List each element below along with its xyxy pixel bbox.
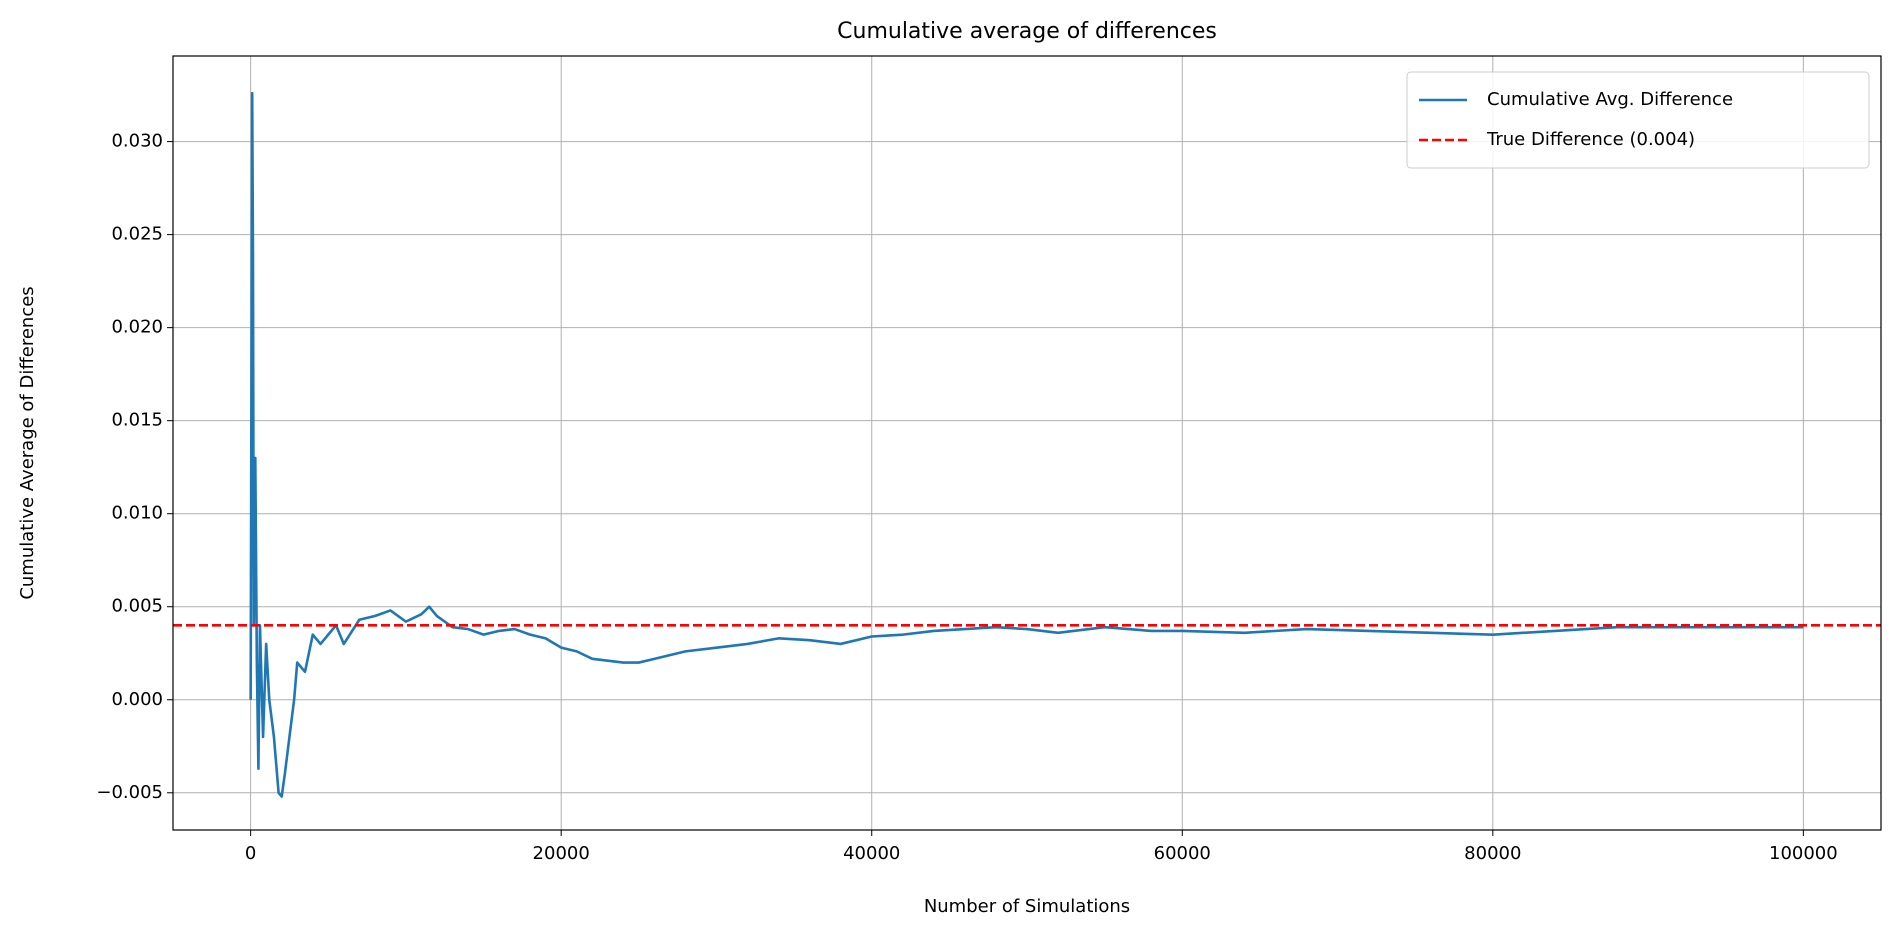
legend: Cumulative Avg. Difference True Differenc… — [1406, 71, 1870, 169]
x-tick-label: 100000 — [1769, 843, 1838, 864]
y-tick-label: 0.000 — [111, 689, 163, 710]
plot-frame — [172, 55, 1882, 831]
x-tick-label: 0 — [245, 843, 256, 864]
y-tick-label: 0.030 — [111, 131, 163, 152]
y-tick-label: 0.005 — [111, 596, 163, 617]
data-line — [249, 91, 1804, 798]
legend-box — [1406, 71, 1870, 169]
x-tick-label: 20000 — [533, 843, 590, 864]
x-tick-label: 60000 — [1154, 843, 1211, 864]
y-tick-label: −0.005 — [96, 782, 163, 803]
y-tick-label: 0.015 — [111, 410, 163, 431]
y-axis-label: Cumulative Average of Differences — [17, 286, 38, 599]
legend-label: True Difference (0.004) — [1486, 129, 1695, 150]
x-tick-label: 80000 — [1464, 843, 1521, 864]
x-axis-label: Number of Simulations — [924, 896, 1130, 917]
y-tick-label: 0.025 — [111, 224, 163, 245]
x-tick-label: 40000 — [843, 843, 900, 864]
y-tick-label: 0.010 — [111, 503, 163, 524]
chart-title: Cumulative average of differences — [837, 19, 1217, 44]
legend-label: Cumulative Avg. Difference — [1487, 89, 1733, 110]
y-tick-label: 0.020 — [111, 317, 163, 338]
